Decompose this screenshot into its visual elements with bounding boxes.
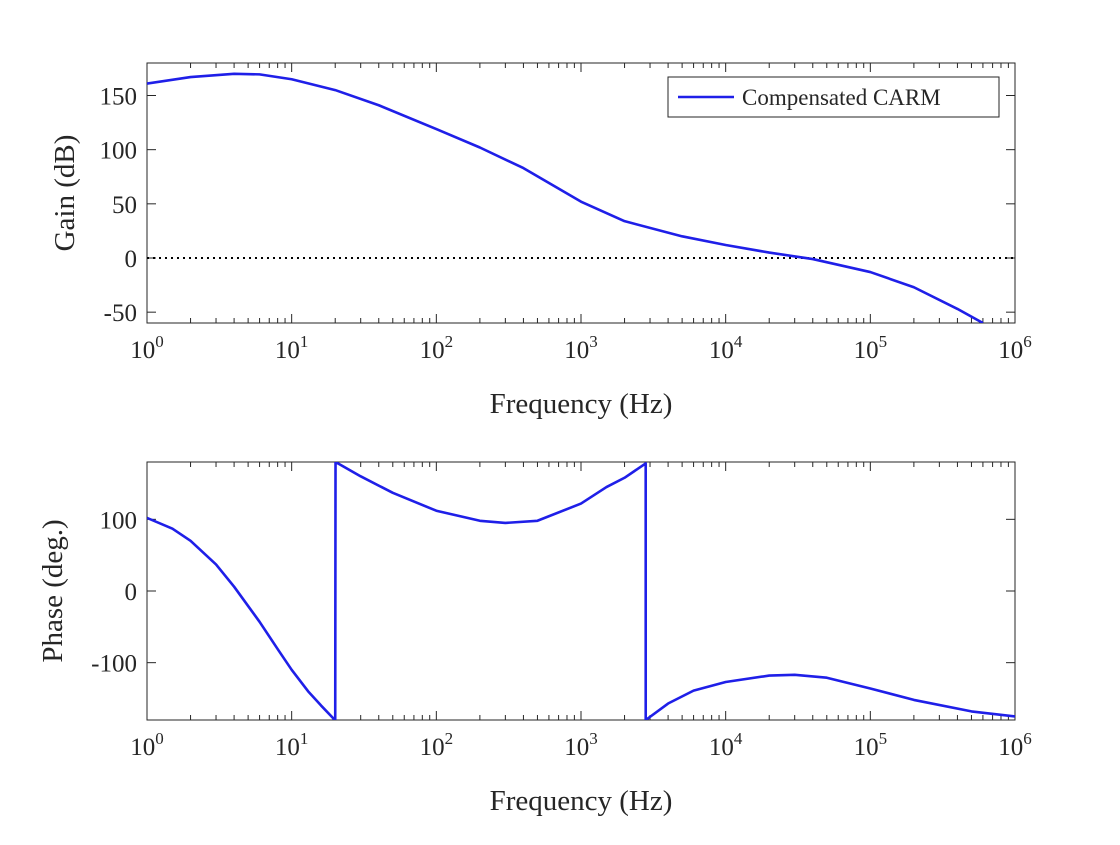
x-tick-label: 106	[998, 729, 1032, 761]
x-tick-label: 101	[275, 332, 309, 364]
x-tick-label: 100	[130, 332, 164, 364]
y-tick-label: -50	[104, 300, 137, 327]
x-tick-label: 105	[854, 729, 888, 761]
x-tick-label: 103	[564, 332, 598, 364]
phase-x-ticks	[146, 462, 1009, 720]
x-tick-label: 104	[709, 729, 743, 761]
legend: Compensated CARM	[667, 76, 1000, 118]
y-tick-label: 0	[125, 246, 138, 273]
x-tick-label: 103	[564, 729, 598, 761]
y-tick-label: 50	[112, 192, 137, 219]
phase-series-line	[147, 462, 1015, 720]
gain-series-line	[147, 72, 984, 323]
y-tick-label: 0	[125, 579, 138, 606]
gain-panel: 100 101 102 103 104 105 106 -50 0 50 100 150 Frequen…	[49, 62, 1032, 420]
x-tick-label: 105	[854, 332, 888, 364]
x-tick-label: 102	[420, 332, 454, 364]
phase-x-axis-title: Frequency (Hz)	[490, 785, 673, 817]
gain-y-axis-title: Gain (dB)	[49, 135, 81, 252]
x-tick-label: 102	[420, 729, 454, 761]
gain-x-ticks	[146, 63, 1009, 323]
y-tick-label: 100	[100, 507, 138, 534]
gain-x-axis-title: Frequency (Hz)	[490, 388, 673, 420]
x-tick-label: 106	[998, 332, 1032, 364]
phase-panel: 100 101 102 103 104 105 106 -100 0 100 Frequency (…	[37, 461, 1032, 817]
y-tick-label: 150	[100, 84, 138, 111]
phase-y-axis-title: Phase (deg.)	[37, 519, 69, 662]
y-tick-label: -100	[91, 651, 137, 678]
x-tick-label: 101	[275, 729, 309, 761]
x-tick-label: 100	[130, 729, 164, 761]
legend-entry-label: Compensated CARM	[742, 85, 941, 110]
y-tick-label: 100	[100, 138, 138, 165]
phase-axes-box	[146, 461, 1016, 721]
x-tick-label: 104	[709, 332, 743, 364]
